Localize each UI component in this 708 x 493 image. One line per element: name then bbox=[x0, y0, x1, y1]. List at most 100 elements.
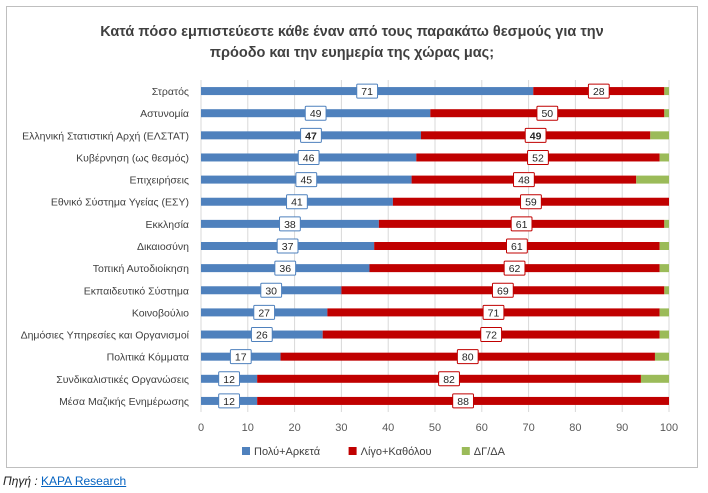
data-label: 36 bbox=[279, 263, 291, 275]
bar-segment-series-3 bbox=[659, 308, 669, 317]
data-label-box bbox=[304, 105, 327, 121]
chart-title-line-1: Κατά πόσο εμπιστεύεστε κάθε έναν από του… bbox=[100, 24, 604, 40]
data-label-box bbox=[297, 149, 320, 165]
data-label: 69 bbox=[497, 285, 509, 297]
data-label-box bbox=[524, 127, 547, 143]
data-label: 61 bbox=[516, 219, 528, 231]
data-label-box bbox=[279, 216, 301, 232]
data-label-box bbox=[520, 194, 542, 210]
category-label: Μέσα Μαζικής Ενημέρωσης bbox=[59, 396, 189, 408]
x-tick-label-0: 0 bbox=[198, 422, 204, 434]
legend-swatch-2 bbox=[348, 447, 357, 455]
data-label-box bbox=[503, 260, 526, 276]
data-label: 82 bbox=[443, 374, 455, 386]
legend-swatch-3 bbox=[461, 447, 470, 455]
category-label: Δικαιοσύνη bbox=[137, 241, 189, 253]
x-tick-label-100: 100 bbox=[660, 422, 678, 434]
chart-title-line-2: πρόοδο και την ευημερία της χώρας μας; bbox=[209, 45, 495, 61]
x-tick-label-10: 10 bbox=[242, 422, 254, 434]
x-tick-label-20: 20 bbox=[288, 422, 300, 434]
category-label: Δημόσιες Υπηρεσίες και Οργανισμοί bbox=[21, 330, 190, 342]
x-tick-label-70: 70 bbox=[522, 422, 534, 434]
x-tick-label-30: 30 bbox=[335, 422, 347, 434]
category-label: Τοπική Αυτοδιοίκηση bbox=[93, 263, 189, 275]
data-label-box bbox=[295, 172, 318, 188]
data-label: 45 bbox=[300, 175, 312, 187]
bar-segment-series-3 bbox=[664, 219, 669, 228]
data-label: 72 bbox=[485, 330, 497, 342]
bar-segment-series-3 bbox=[636, 175, 669, 184]
data-label: 61 bbox=[511, 241, 523, 253]
data-label-box bbox=[480, 327, 503, 343]
data-label-box bbox=[456, 349, 479, 365]
data-label: 88 bbox=[457, 396, 469, 408]
data-label: 41 bbox=[291, 197, 303, 209]
source-link[interactable]: KAPA Research bbox=[41, 474, 127, 488]
data-label-box bbox=[286, 194, 308, 210]
data-label: 38 bbox=[284, 219, 296, 231]
data-label-box bbox=[356, 83, 379, 99]
data-label-box bbox=[587, 83, 610, 99]
data-label-box bbox=[438, 371, 460, 387]
chart-title: Κατά πόσο εμπιστεύεστε κάθε έναν από του… bbox=[6, 22, 698, 64]
data-label: 52 bbox=[532, 152, 544, 164]
category-label: Κυβέρνηση (ως θεσμός) bbox=[76, 152, 189, 164]
data-label: 30 bbox=[265, 285, 277, 297]
category-label: Αστυνομία bbox=[140, 108, 189, 120]
data-label: 80 bbox=[462, 352, 474, 364]
data-label: 26 bbox=[256, 330, 268, 342]
data-label: 47 bbox=[305, 130, 317, 142]
data-label-box bbox=[253, 304, 276, 320]
source-separator: : bbox=[31, 474, 42, 488]
data-label-box bbox=[274, 260, 297, 276]
chart-frame bbox=[6, 6, 698, 468]
category-label: Κοινοβούλιο bbox=[132, 307, 189, 319]
data-label: 27 bbox=[258, 307, 270, 319]
bar-segment-series-3 bbox=[664, 286, 669, 295]
data-label-box bbox=[229, 349, 252, 365]
data-label-box bbox=[276, 238, 299, 254]
data-label: 12 bbox=[223, 396, 235, 408]
data-label: 12 bbox=[223, 374, 235, 386]
category-label: Εθνικό Σύστημα Υγείας (ΕΣΥ) bbox=[51, 197, 189, 209]
x-tick-label-60: 60 bbox=[476, 422, 488, 434]
data-label-box bbox=[218, 393, 240, 409]
data-label-box bbox=[491, 282, 514, 298]
category-label: Ελληνική Στατιστική Αρχή (ΕΛΣΤΑΤ) bbox=[22, 130, 189, 142]
bar-segment-series-3 bbox=[650, 131, 669, 140]
data-label: 71 bbox=[488, 307, 500, 319]
data-label: 62 bbox=[509, 263, 521, 275]
data-label: 49 bbox=[530, 130, 542, 142]
legend-label-3: ΔΓ/ΔΑ bbox=[474, 446, 506, 458]
data-label-box bbox=[452, 393, 474, 409]
data-label: 17 bbox=[235, 352, 247, 364]
data-label: 48 bbox=[518, 175, 530, 187]
data-label-box bbox=[300, 127, 322, 143]
x-tick-label-50: 50 bbox=[429, 422, 441, 434]
data-label: 37 bbox=[282, 241, 294, 253]
legend-label-2: Λίγο+Καθόλου bbox=[361, 446, 432, 458]
data-label-box bbox=[527, 149, 549, 165]
bar-segment-series-3 bbox=[664, 109, 669, 118]
legend-swatch-1 bbox=[242, 447, 250, 455]
category-label: Συνδικαλιστικές Οργανώσεις bbox=[56, 374, 189, 386]
x-tick-label-80: 80 bbox=[569, 422, 581, 434]
bar-segment-series-3 bbox=[659, 153, 669, 162]
data-label-box bbox=[510, 216, 533, 232]
bar-segment-series-3 bbox=[659, 264, 669, 273]
data-label-box bbox=[536, 105, 559, 121]
data-label: 28 bbox=[593, 86, 605, 98]
bar-segment-series-3 bbox=[659, 242, 669, 250]
data-label: 50 bbox=[541, 108, 553, 120]
category-label: Στρατός bbox=[152, 86, 189, 98]
category-label: Εκπαιδευτικό Σύστημα bbox=[84, 285, 189, 297]
x-tick-label-90: 90 bbox=[616, 422, 628, 434]
data-label: 49 bbox=[310, 108, 322, 120]
data-label: 59 bbox=[525, 197, 537, 209]
bar-segment-series-3 bbox=[664, 87, 669, 96]
source-note: Πηγή : KAPA Research bbox=[3, 474, 126, 488]
category-label: Εκκλησία bbox=[146, 219, 189, 231]
data-label-box bbox=[482, 304, 505, 320]
data-label: 46 bbox=[303, 152, 315, 164]
